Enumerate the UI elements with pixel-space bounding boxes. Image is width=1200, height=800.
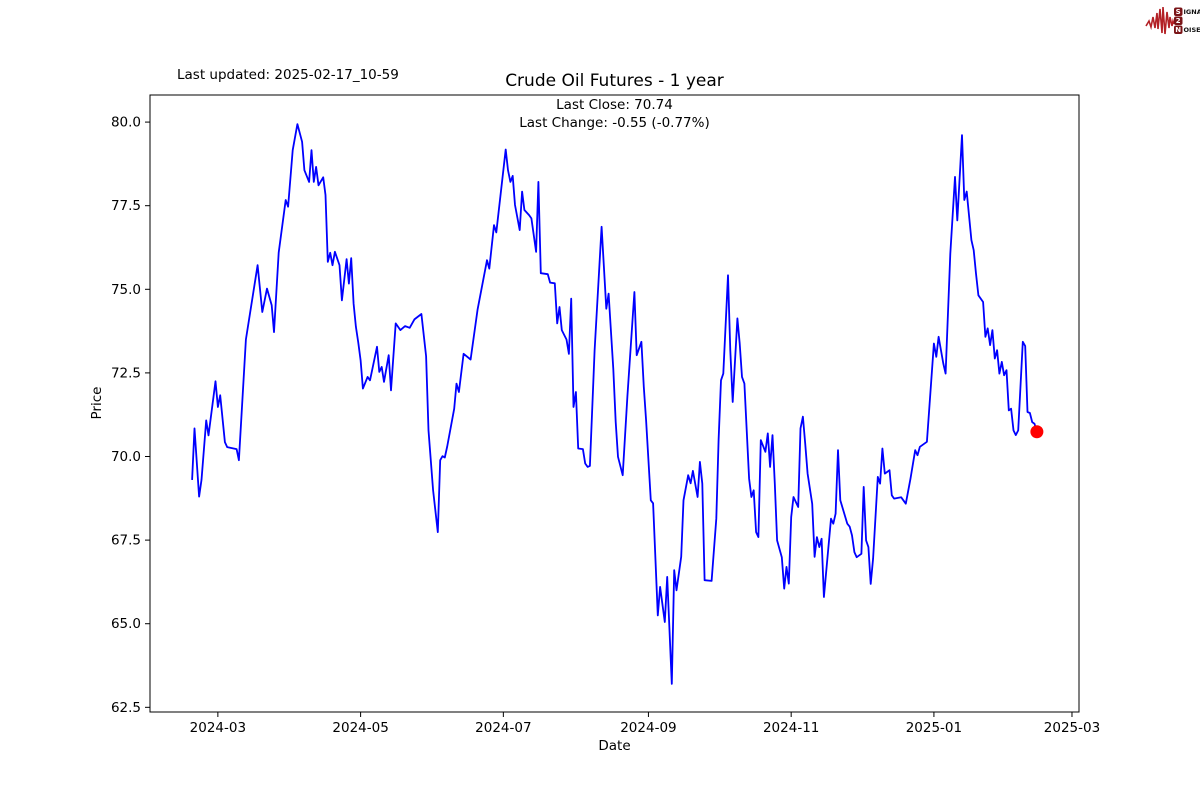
logo-badge-n-letter: N	[1175, 26, 1181, 34]
last-change-text: Last Change: -0.55 (-0.77%)	[519, 115, 710, 131]
x-tick-label: 2025-03	[1044, 720, 1100, 736]
chart-title: Crude Oil Futures - 1 year	[505, 71, 724, 91]
x-axis-label: Date	[598, 738, 631, 754]
logo-badge-n	[1174, 25, 1183, 34]
y-tick-label: 77.5	[111, 198, 141, 214]
waveform-icon	[1145, 6, 1175, 35]
logo-word-noise: OISE	[1184, 26, 1200, 34]
logo-badge-s	[1174, 7, 1183, 16]
y-tick-label: 70.0	[111, 449, 141, 465]
y-tick-label: 62.5	[111, 700, 141, 716]
plot-area	[149, 94, 1080, 713]
logo-word-signal: IGNAL	[1184, 8, 1200, 16]
y-tick-label: 75.0	[111, 282, 141, 298]
x-tick-label: 2024-11	[763, 720, 819, 736]
logo-badge-2	[1174, 16, 1183, 25]
last-close-text: Last Close: 70.74	[556, 97, 673, 113]
x-tick-label: 2024-09	[620, 720, 676, 736]
price-line	[191, 123, 1038, 685]
y-tick-label: 65.0	[111, 616, 141, 632]
x-tick-label: 2024-07	[475, 720, 531, 736]
x-tick-label: 2024-03	[190, 720, 246, 736]
logo-badge-2-letter: 2	[1176, 17, 1181, 25]
signal2noise-logo: S 2 N IGNAL OISE	[1145, 6, 1200, 35]
x-tick-label: 2025-01	[906, 720, 962, 736]
y-tick-label: 67.5	[111, 533, 141, 549]
y-tick-label: 72.5	[111, 365, 141, 381]
logo-badge-s-letter: S	[1176, 8, 1181, 16]
last-point-marker	[1030, 425, 1044, 439]
x-tick-label: 2024-05	[332, 720, 388, 736]
last-updated-text: Last updated: 2025-02-17_10-59	[177, 67, 399, 83]
y-tick-label: 80.0	[111, 115, 141, 131]
